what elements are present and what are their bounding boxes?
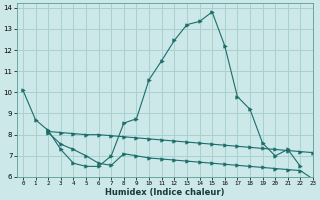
X-axis label: Humidex (Indice chaleur): Humidex (Indice chaleur): [105, 188, 225, 197]
